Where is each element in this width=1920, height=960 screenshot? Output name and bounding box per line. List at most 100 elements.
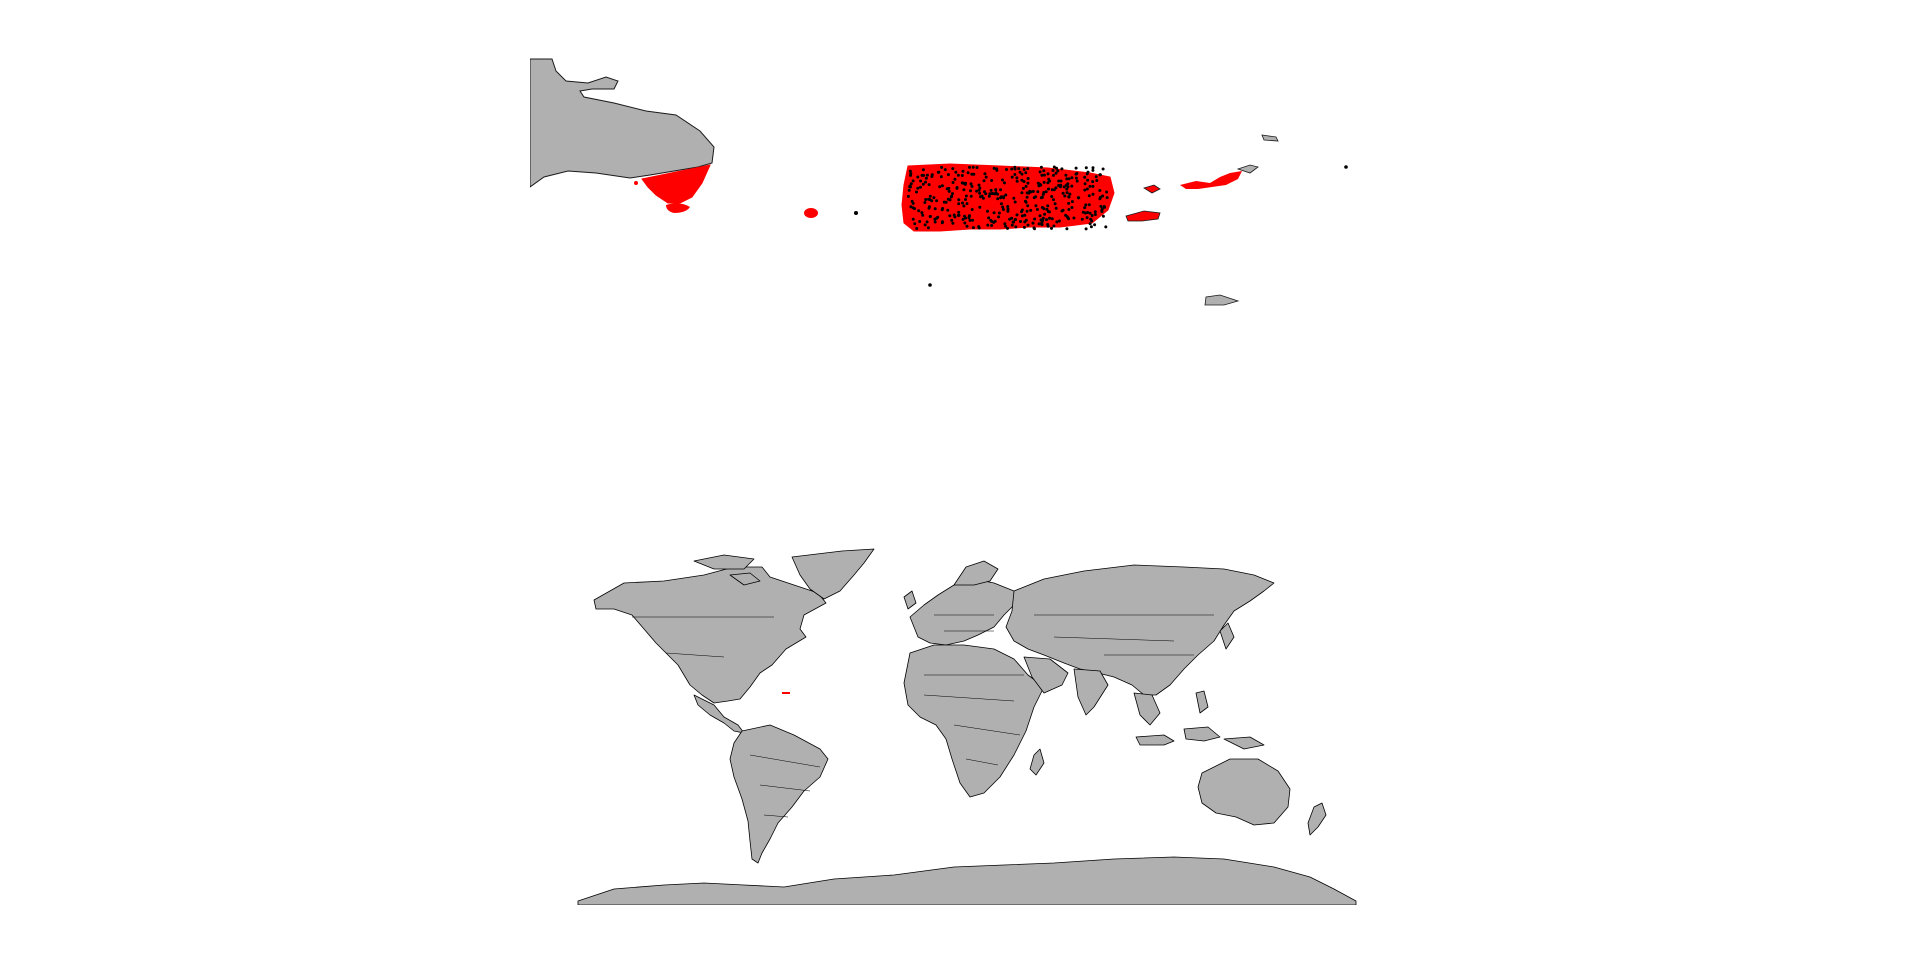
occurrence-point [942,200,946,204]
occurrence-point [1098,173,1102,177]
regional-map-panel [530,55,1390,320]
occurrence-point [924,180,927,184]
vieques-island [1125,210,1161,222]
occurrence-point [1005,168,1008,171]
occurrence-point [966,171,970,175]
occurrence-point [1091,184,1095,188]
occurrence-point [1051,169,1055,172]
occurrence-point [909,172,913,175]
occurrence-point [1013,200,1017,204]
occurrence-point [919,179,923,183]
occurrence-point [1101,214,1105,218]
virgin-islands [1180,171,1242,189]
occurrence-point [1026,167,1030,171]
occurrence-point [921,182,925,186]
occurrence-point [1021,186,1025,190]
world-map-panel [574,545,1360,905]
occurrence-point [1091,168,1095,172]
occurrence-point [1093,210,1097,214]
occurrence-point [1036,190,1040,194]
australia-land [1197,758,1291,826]
occurrence-point [1095,179,1099,182]
occurrence-point [1087,194,1091,198]
occurrence-point [1067,177,1071,181]
occurrence-point [1074,166,1078,170]
asia-land [1005,564,1275,696]
occurrence-point [1081,210,1085,214]
occurrence-point [1020,191,1024,195]
occurrence-point [1023,213,1027,217]
occurrence-point [965,224,969,228]
occurrence-point [1034,195,1038,199]
hispaniola-land [530,58,715,188]
occurrence-point [1065,187,1069,191]
occurrence-point [1013,173,1017,176]
occurrence-point [962,204,966,208]
occurrence-point [923,201,927,204]
occurrence-point [1100,210,1104,213]
occurrence-point [940,165,944,169]
occurrence-point [1047,187,1050,191]
occurrence-point [969,194,973,198]
occurrence-point [1014,225,1018,229]
occurrence-point [1091,166,1095,170]
occurrence-point [989,188,993,192]
occurrence-point [1048,216,1052,220]
occurrence-point [1038,214,1042,218]
occurrence-point [948,214,952,218]
occurrence-point [1042,173,1046,177]
occurrence-point [1010,223,1014,227]
occurrence-point [969,189,972,193]
occurrence-point [921,168,925,172]
occurrence-point [1089,225,1093,229]
occurrence-point [916,186,920,190]
occurrence-point [967,214,971,218]
occurrence-point [953,177,957,181]
occurrence-point [909,185,912,189]
occurrence-point [995,167,999,171]
occurrence-point [1025,195,1029,199]
occurrence-point [940,221,944,225]
occurrence-point [1101,167,1105,171]
occurrence-point [970,184,974,188]
occurrence-point [1029,208,1033,212]
occurrence-point [1022,168,1026,171]
occurrence-point [1022,225,1026,229]
saona-island [666,203,690,213]
occurrence-point [952,213,956,217]
occurrence-point [930,175,934,178]
occurrence-point [1024,171,1028,175]
occurrence-point [1090,214,1094,217]
occurrence-point [923,223,927,227]
occurrence-point [1064,183,1068,187]
occurrence-point [1039,218,1043,222]
occurrence-point [1015,179,1019,183]
occurrence-point [1010,175,1014,179]
occurrence-point [1038,182,1042,186]
occurrence-point [939,175,943,179]
occurrence-point [965,202,969,206]
occurrence-point [1065,227,1069,231]
occurrence-point [909,182,913,186]
occurrence-point [1008,217,1012,221]
occurrence-point [1083,206,1087,210]
occurrence-point [1004,193,1008,197]
occurrence-point [935,199,939,203]
occurrence-point [962,188,966,192]
occurrence-point [969,182,973,186]
occurrence-point [918,220,922,223]
st-croix-island [1204,294,1240,306]
occurrence-point [1084,203,1088,207]
occurrence-point [1105,190,1109,194]
occurrence-point [1070,176,1074,180]
occurrence-point [997,211,1001,215]
occurrence-point [1053,202,1057,206]
mona-island [804,208,818,218]
south-america-land [729,724,829,864]
occurrence-point [933,220,937,224]
occurrence-point [921,213,925,217]
occurrence-point [949,195,953,199]
occurrence-point [1044,190,1048,194]
occurrence-point [975,189,979,193]
occurrence-point [951,221,955,225]
